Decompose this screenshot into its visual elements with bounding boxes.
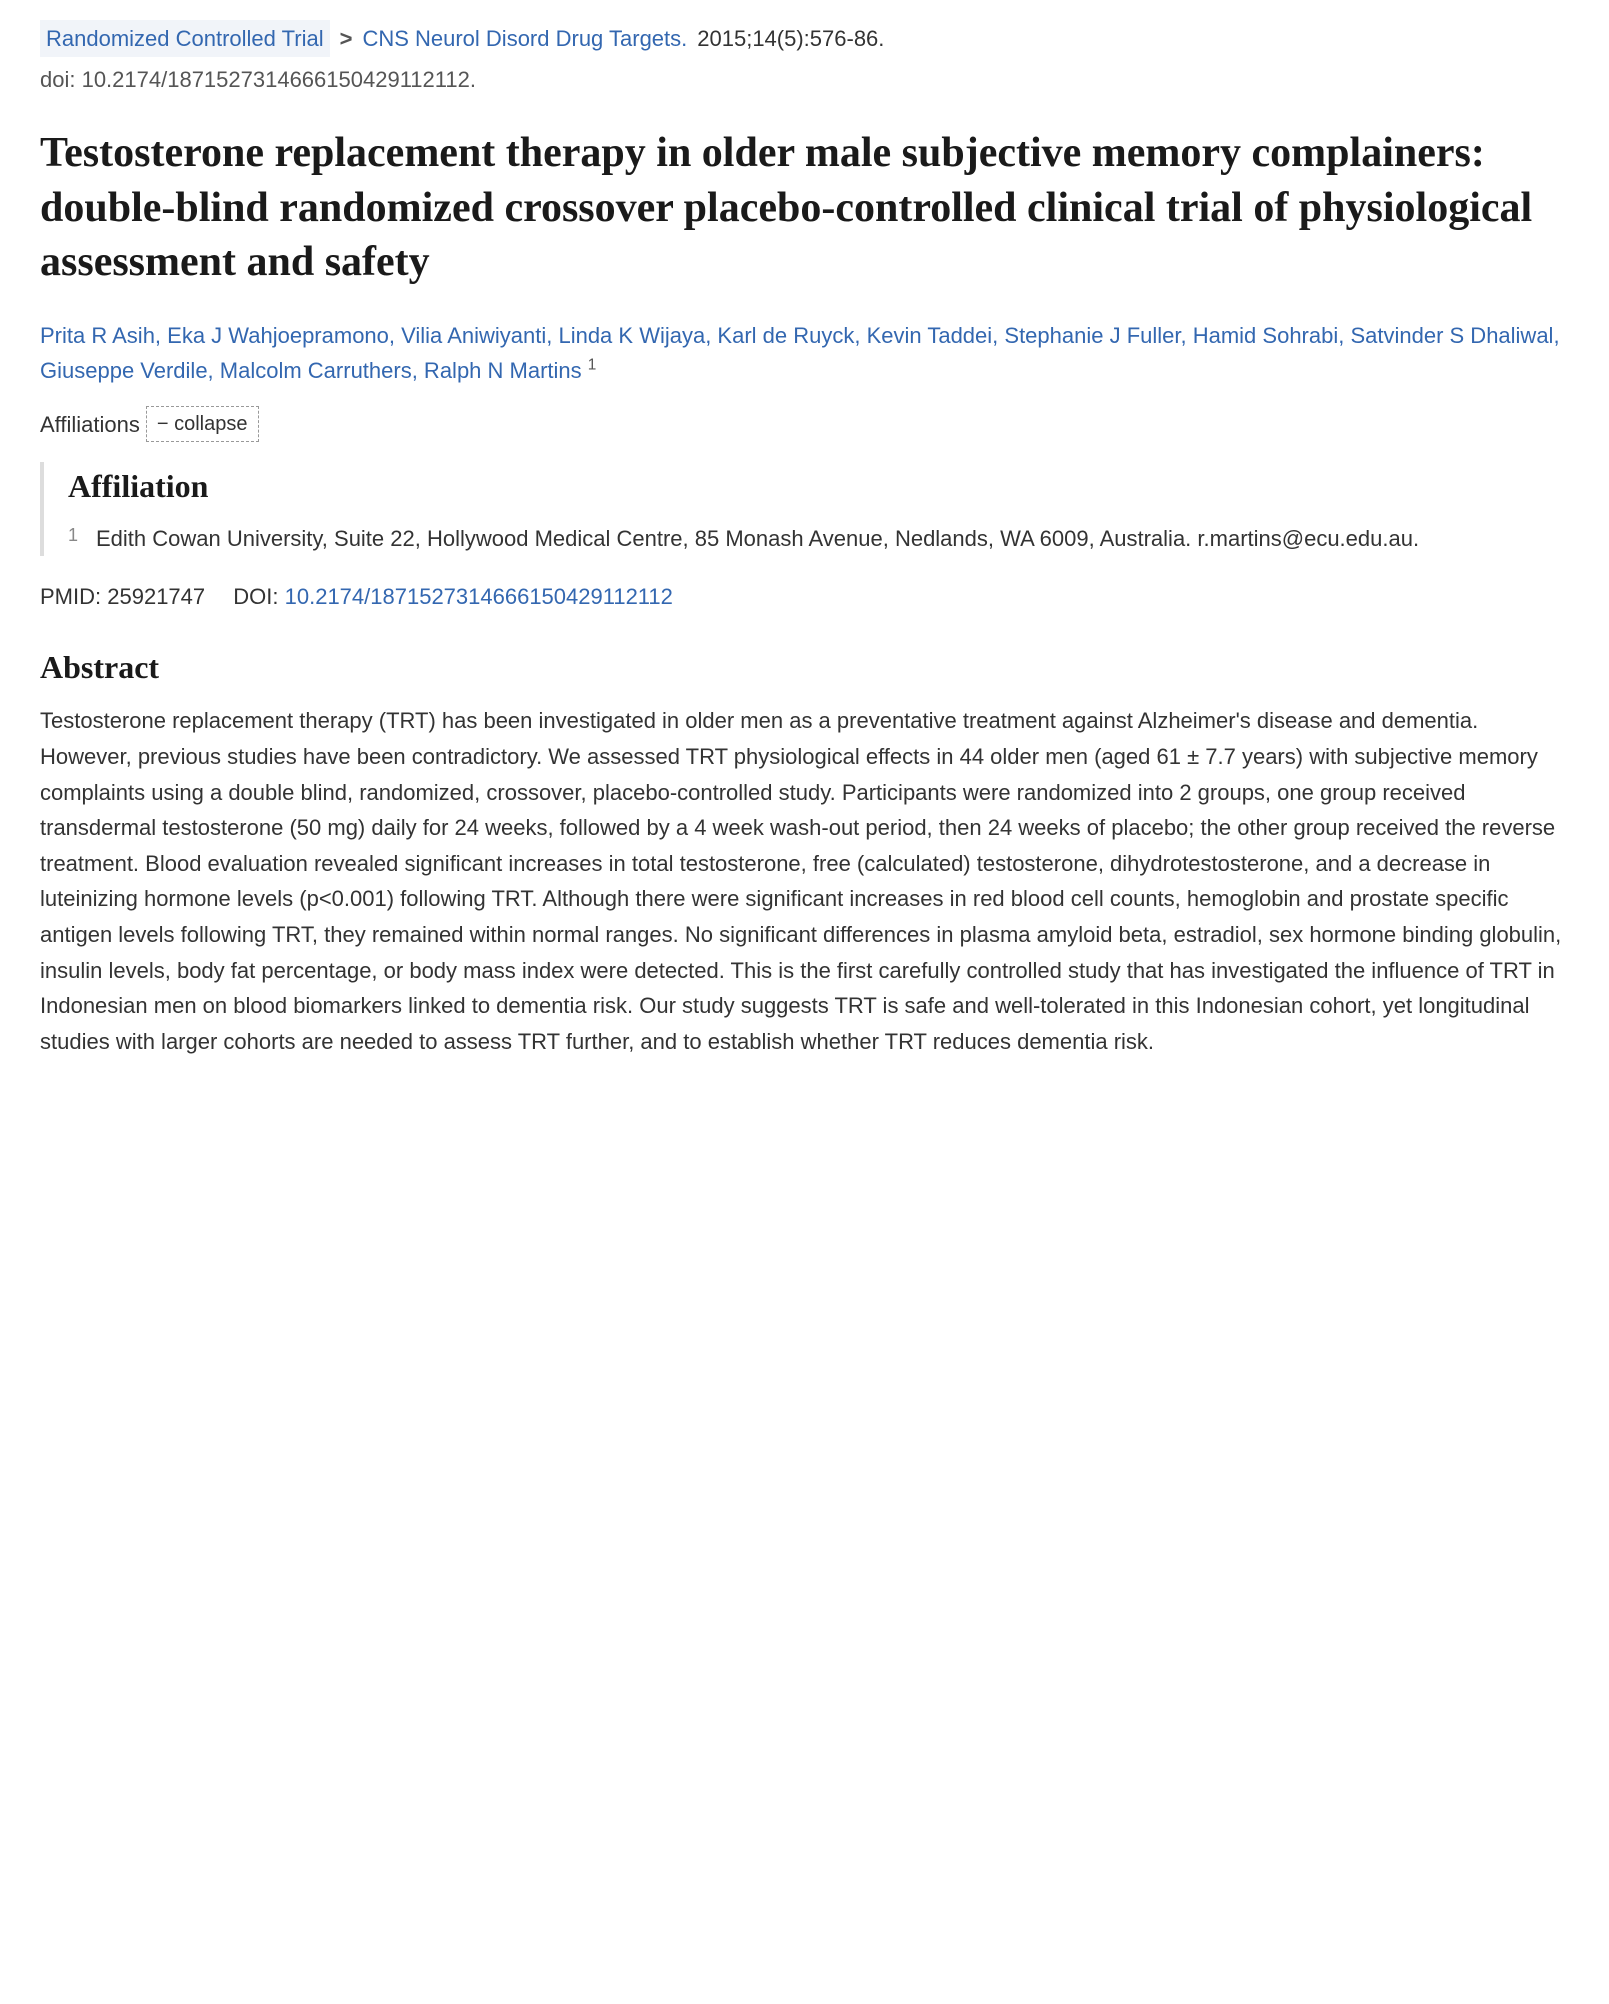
journal-link[interactable]: CNS Neurol Disord Drug Targets. — [362, 22, 687, 55]
authors-list[interactable]: Prita R Asih, Eka J Wahjoepramono, Vilia… — [40, 318, 1569, 388]
affiliations-toggle-row: Affiliations − collapse — [40, 406, 1569, 442]
author-affil-sup: 1 — [588, 357, 597, 374]
citation-header: Randomized Controlled Trial > CNS Neurol… — [40, 20, 1569, 57]
doi-label: DOI: — [233, 584, 278, 609]
abstract-heading: Abstract — [40, 643, 1569, 691]
affiliation-heading: Affiliation — [68, 462, 1569, 510]
publication-type-link[interactable]: Randomized Controlled Trial — [40, 20, 330, 57]
chevron-right-icon: > — [340, 22, 353, 55]
article-title: Testosterone replacement therapy in olde… — [40, 126, 1569, 290]
pmid-label: PMID: — [40, 584, 101, 609]
identifiers-line: PMID: 25921747 DOI: 10.2174/187152731466… — [40, 580, 1569, 613]
affiliations-label: Affiliations — [40, 408, 140, 441]
affiliation-text: Edith Cowan University, Suite 22, Hollyw… — [96, 522, 1419, 556]
authors-text[interactable]: Prita R Asih, Eka J Wahjoepramono, Vilia… — [40, 323, 1560, 383]
pmid-value: 25921747 — [107, 584, 205, 609]
affiliation-item: 1 Edith Cowan University, Suite 22, Holl… — [68, 522, 1569, 556]
collapse-button[interactable]: − collapse — [146, 406, 259, 442]
abstract-text: Testosterone replacement therapy (TRT) h… — [40, 703, 1569, 1059]
citation-detail: 2015;14(5):576-86. — [697, 22, 884, 55]
affiliation-block: Affiliation 1 Edith Cowan University, Su… — [40, 462, 1569, 556]
doi-link[interactable]: 10.2174/1871527314666150429112112 — [285, 584, 673, 609]
doi-line: doi: 10.2174/1871527314666150429112112. — [40, 63, 1569, 96]
affiliation-number: 1 — [68, 522, 82, 556]
